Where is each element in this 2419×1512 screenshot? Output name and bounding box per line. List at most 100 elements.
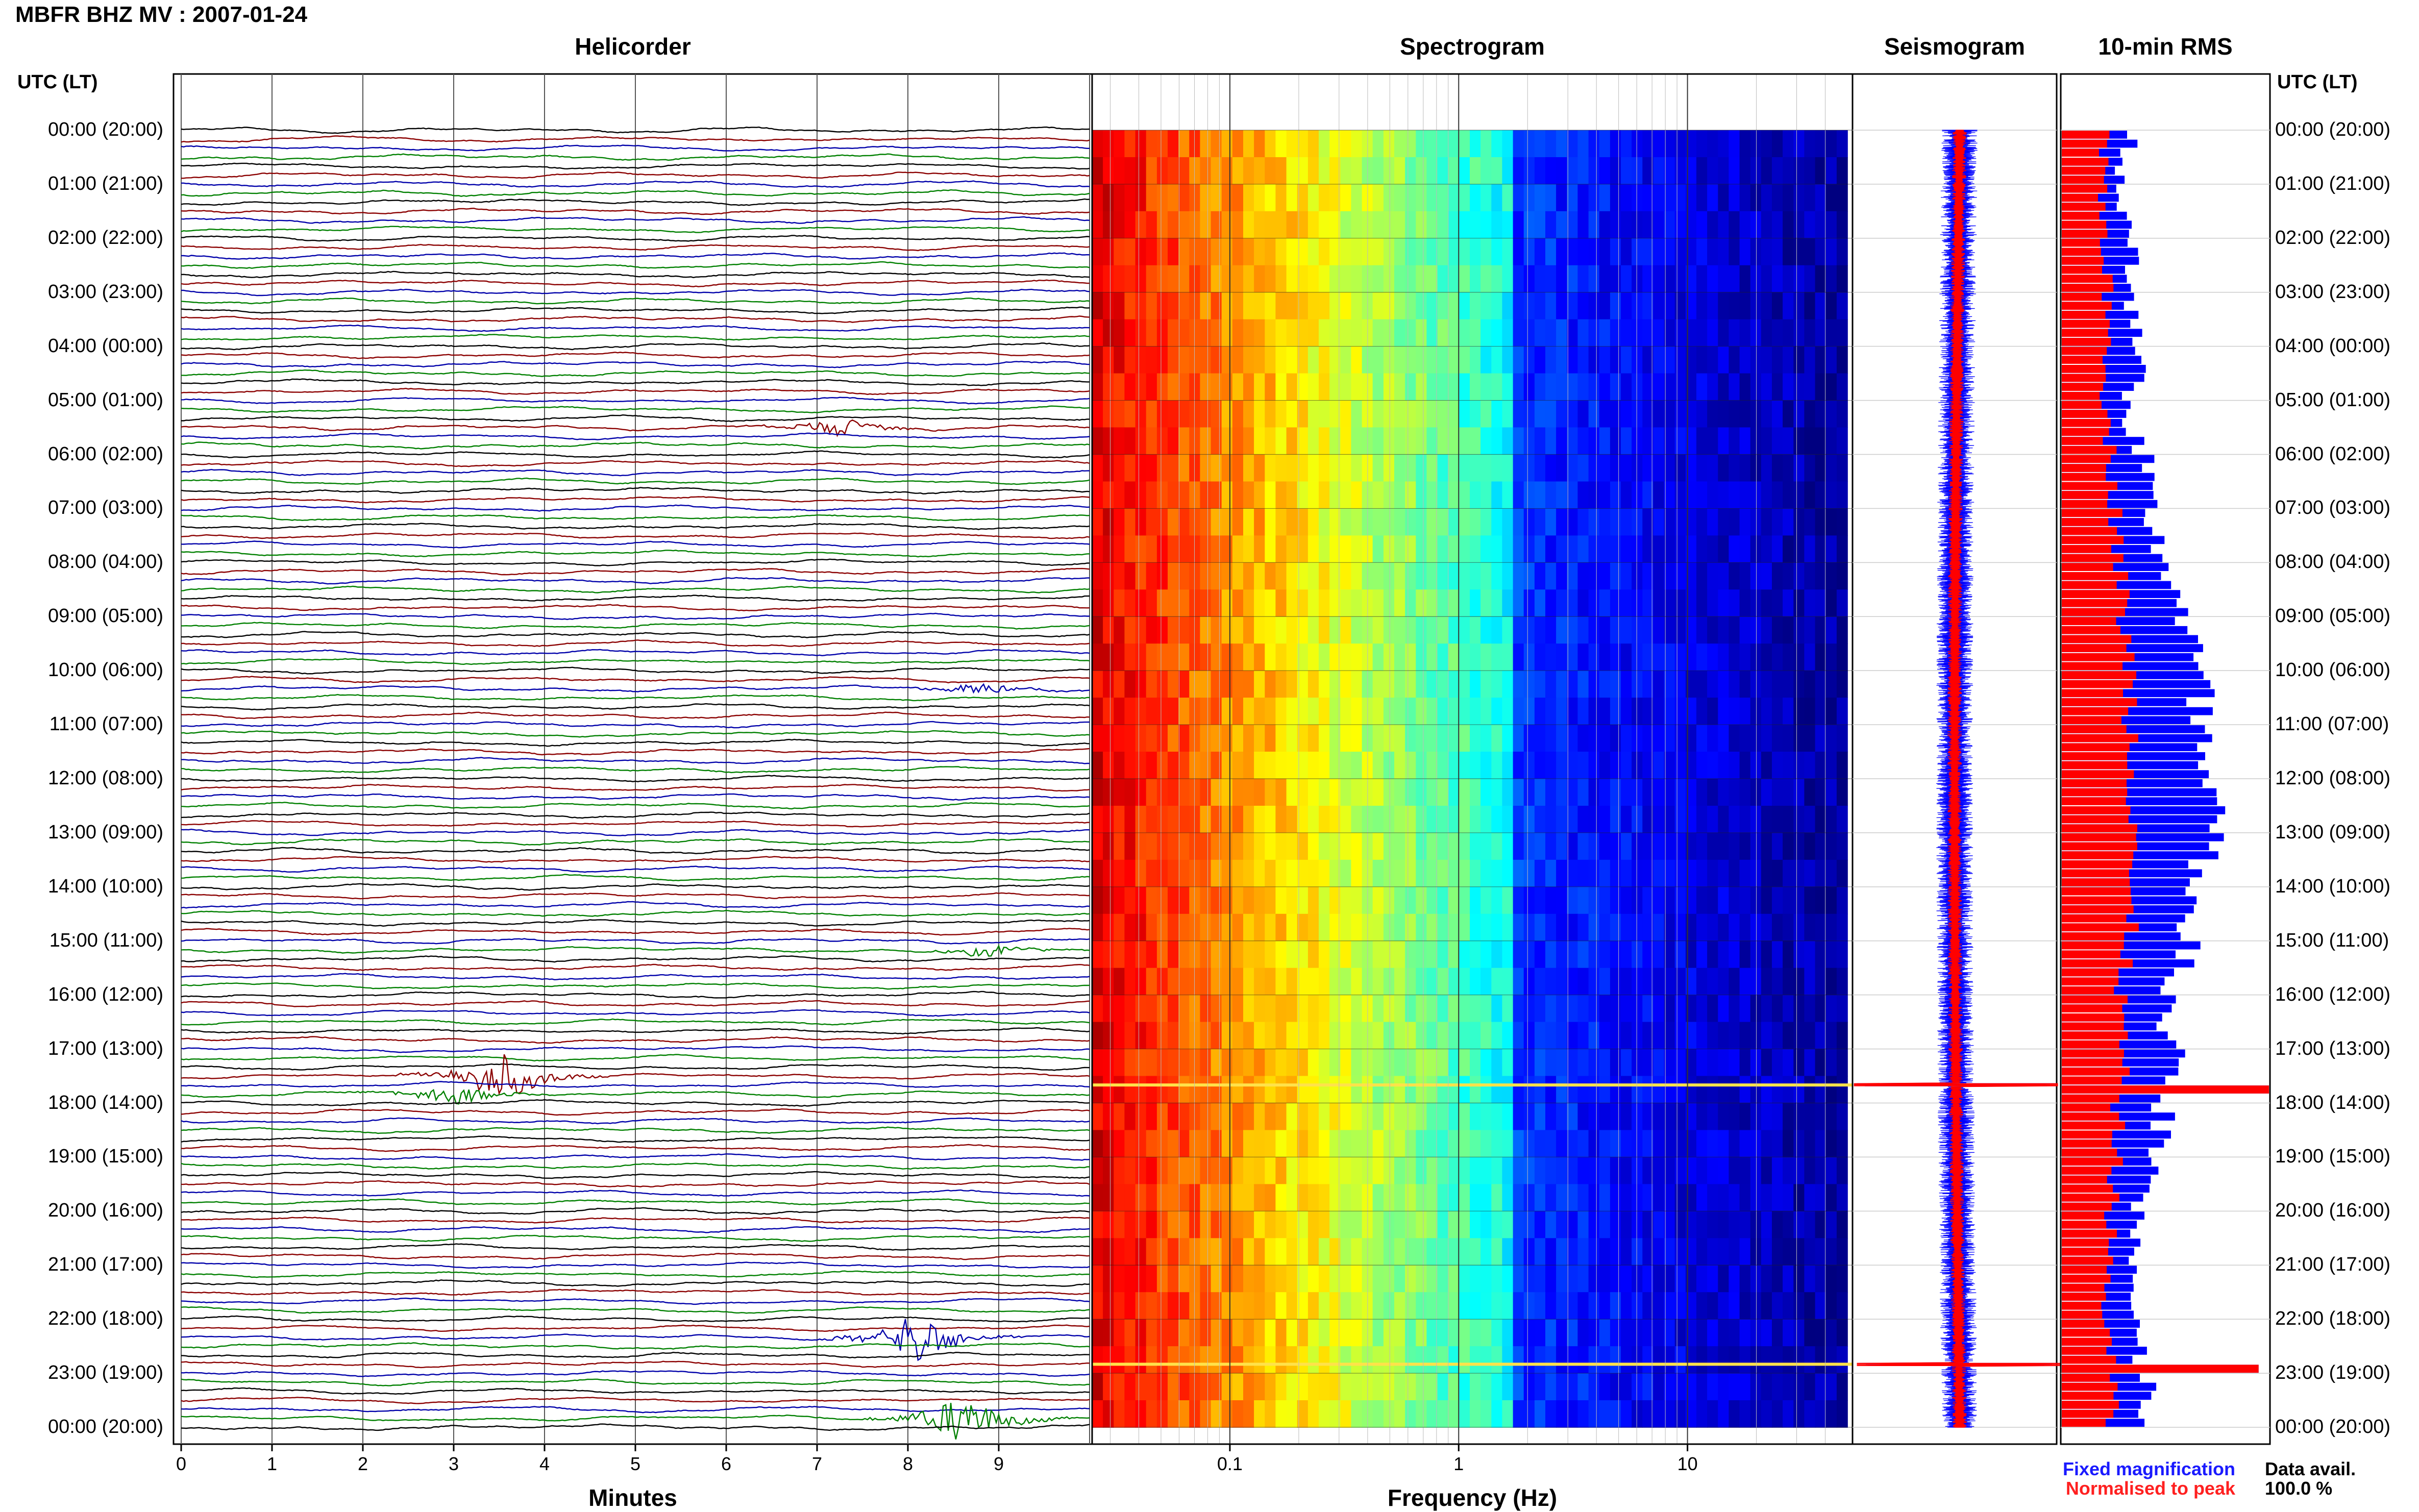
spectrogram-cell [1491,1238,1503,1266]
spectrogram-cell [1621,454,1632,482]
spectrogram-cell [1448,725,1460,752]
spectrogram-cell [1491,157,1503,185]
spectrogram-cell [1114,886,1125,914]
spectrogram-cell [1804,1319,1816,1347]
spectrogram-cell [1319,940,1330,969]
spectrogram-cell [1200,346,1212,374]
spectrogram-cell [1307,1184,1319,1212]
spectrogram-cell [1685,319,1697,347]
spectrogram-cell [1124,968,1136,996]
spectrogram-cell [1545,1319,1557,1347]
spectrogram-cell [1750,130,1762,158]
spectrogram-cell [1254,1049,1265,1077]
spectrogram-cell [1426,1211,1438,1239]
spectrogram-cell [1156,1373,1168,1401]
spectrogram-cell [1168,995,1179,1023]
spectrogram-cell [1178,1238,1190,1266]
spectrogram-cell [1340,1184,1352,1212]
spectrogram-cell [1405,725,1416,752]
spectrogram-cell [1793,913,1805,941]
rms-bar-normalised [2062,1229,2117,1238]
spectrogram-cell [1750,589,1762,617]
spectrogram-cell [1146,508,1157,536]
spectrogram-cell [1696,292,1708,320]
spectrogram-cell [1437,157,1449,185]
spectrogram-cell [1243,1049,1254,1077]
spectrogram-cell [1340,1211,1352,1239]
spectrogram-cell [1804,643,1816,671]
rms-bar-normalised [2062,563,2113,571]
spectrogram-cell [1383,211,1395,239]
spectrogram-cell [1502,265,1514,293]
spectrogram-cell [1307,454,1319,482]
spectrogram-cell [1200,1238,1212,1266]
spectrogram-cell [1653,940,1665,969]
spectrogram-cell [1114,427,1125,455]
spectrogram-cell [1200,400,1212,428]
spectrogram-cell [1632,1022,1643,1050]
spectrogram-cell [1383,1130,1395,1158]
spectrogram-cell [1750,157,1762,185]
spectrogram-cell [1783,643,1794,671]
spectrogram-cell [1416,806,1427,833]
spectrogram-cell [1394,752,1405,779]
spectrogram-cell [1189,1184,1201,1212]
spectrogram-cell [1307,913,1319,941]
spectrogram-cell [1329,859,1341,887]
spectrogram-cell [1178,698,1190,725]
time-label-left: 13:00 (09:00) [47,821,163,843]
rms-bar-normalised [2062,1040,2119,1049]
spectrogram-cell [1092,1022,1103,1050]
spectrogram-cell [1307,940,1319,969]
spectrogram-cell [1632,1157,1643,1185]
spectrogram-cell [1577,292,1589,320]
helicorder-trace [181,1088,1090,1105]
spectrogram-cell [1135,832,1147,860]
spectrogram-cell [1545,535,1557,563]
spectrogram-cell [1448,535,1460,563]
spectrogram-cell [1653,130,1665,158]
spectrogram-cell [1459,859,1470,887]
spectrogram-cell [1340,1400,1352,1428]
spectrogram-cell [1534,1292,1546,1320]
spectrogram-cell [1275,832,1287,860]
spectrogram-cell [1351,319,1363,347]
spectrogram-cell [1307,346,1319,374]
spectrogram-cell [1653,292,1665,320]
spectrogram-cell [1599,184,1611,212]
spectrogram-cell [1836,1373,1848,1401]
time-label-right: 07:00 (03:00) [2275,497,2391,519]
helicorder-trace [181,1279,1090,1287]
spectrogram-cell [1319,346,1330,374]
spectrogram-cell [1696,400,1708,428]
spectrogram-cell [1459,1076,1470,1104]
spectrogram-cell [1426,535,1438,563]
spectrogram-cell [1470,319,1481,347]
time-label-left: 18:00 (14:00) [47,1092,163,1113]
spectrogram-cell [1804,1184,1816,1212]
spectrogram-cell [1372,1022,1384,1050]
spectrogram-cell [1534,373,1546,401]
rms-bar-normalised [2062,698,2137,706]
spectrogram-cell [1372,940,1384,969]
spectrogram-cell [1265,1049,1276,1077]
spectrogram-cell [1243,400,1254,428]
spectrogram-cell [1448,1076,1460,1104]
spectrogram-cell [1135,1292,1147,1320]
spectrogram-cell [1426,1022,1438,1050]
spectrogram-cell [1674,886,1686,914]
spectrogram-cell [1567,373,1578,401]
rms-bar-normalised [2062,346,2107,355]
spectrogram-cell [1804,589,1816,617]
spectrogram-cell [1599,1211,1611,1239]
spectrogram-cell [1340,292,1352,320]
spectrogram-cell [1405,1130,1416,1158]
spectrogram-cell [1319,211,1330,239]
spectrogram-cell [1394,1265,1405,1293]
rms-bar-normalised [2062,662,2123,671]
spectrogram-cell [1178,671,1190,698]
spectrogram-cell [1243,157,1254,185]
rms-bar-normalised [2062,1238,2109,1247]
spectrogram-cell [1437,400,1449,428]
spectrogram-cell [1761,725,1772,752]
